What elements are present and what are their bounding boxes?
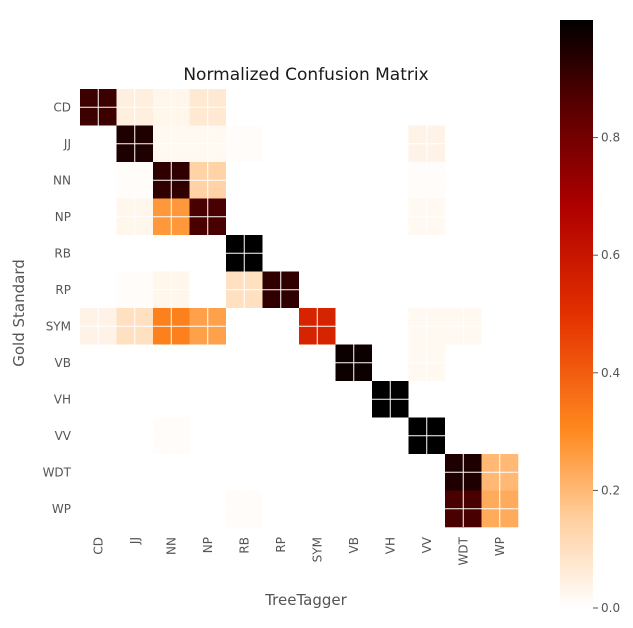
x-tick-label: RB (237, 537, 251, 554)
y-tick-labels: CD JJ NN NP RB RP SYM VB VH VV WDT WP (43, 100, 72, 516)
x-tick-label: VB (347, 537, 361, 553)
colorbar-tick-label: 0.4 (601, 366, 620, 380)
x-tick-label: SYM (310, 537, 324, 562)
colorbar-ticks: 0.0 0.2 0.4 0.6 0.8 (593, 131, 620, 615)
x-tick-label: RP (274, 537, 288, 553)
y-tick-label: NP (55, 210, 71, 224)
x-tick-label: VV (420, 536, 434, 553)
heatmap-gridlines (80, 89, 518, 527)
x-tick-label: VH (383, 537, 397, 554)
colorbar-tick-label: 0.0 (601, 601, 620, 615)
colorbar-tick-label: 0.8 (601, 131, 620, 145)
y-tick-label: NN (53, 173, 71, 187)
x-tick-label: NP (201, 537, 215, 553)
chart-title: Normalized Confusion Matrix (183, 65, 428, 85)
x-tick-label: NN (164, 537, 178, 555)
y-tick-label: RB (54, 246, 71, 260)
colorbar-tick-label: 0.6 (601, 248, 620, 262)
y-tick-label: RP (55, 283, 71, 297)
y-axis-label: Gold Standard (10, 259, 28, 367)
colorbar (560, 20, 593, 608)
x-tick-labels: CD JJ NN NP RB RP SYM VB VH VV WDT WP (91, 536, 507, 565)
x-tick-label: JJ (128, 537, 142, 545)
y-tick-label: VB (55, 356, 71, 370)
y-tick-label: CD (53, 100, 71, 114)
y-tick-label: JJ (63, 137, 71, 151)
x-tick-label: WP (493, 537, 507, 556)
x-tick-label: CD (91, 537, 105, 555)
heatmap-cells (80, 89, 519, 528)
y-tick-label: VH (54, 392, 71, 406)
y-tick-label: WDT (43, 465, 72, 479)
x-axis-label: TreeTagger (264, 591, 347, 609)
y-tick-label: SYM (46, 319, 71, 333)
y-tick-label: WP (52, 502, 71, 516)
y-tick-label: VV (55, 429, 72, 443)
x-tick-label: WDT (456, 536, 470, 565)
colorbar-tick-label: 0.2 (601, 483, 620, 497)
